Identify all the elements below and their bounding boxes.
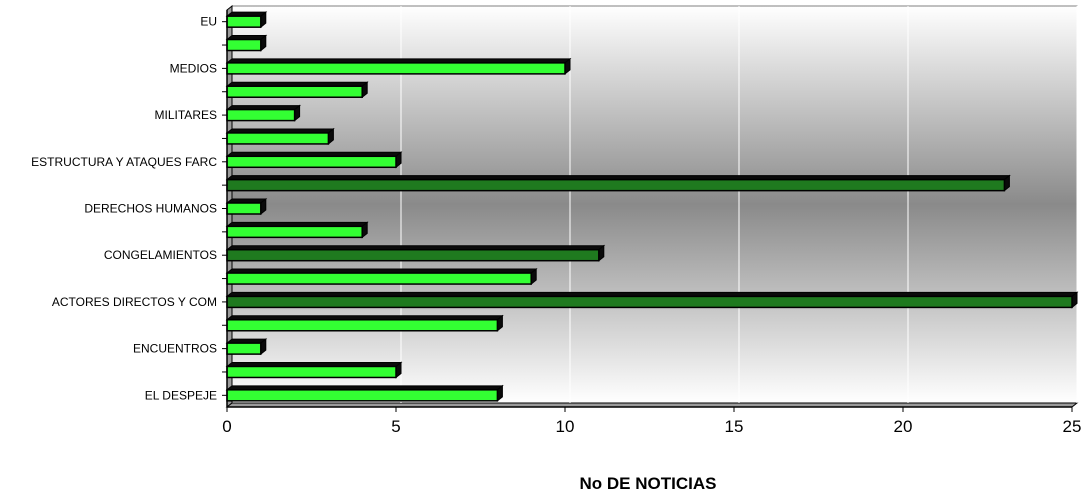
bar-front-face (226, 15, 262, 28)
category-label: ENCUENTROS (133, 342, 217, 356)
bar (225, 221, 369, 239)
category-label: CONGELAMIENTOS (104, 248, 217, 262)
x-tick-labels: 0 5 10 15 20 25 (222, 417, 1081, 436)
bar (225, 291, 1079, 309)
bar (225, 57, 572, 75)
bar-front-face (226, 155, 397, 169)
gridlines (400, 6, 1078, 403)
category-labels: EU MEDIOS MILITARES ESTRUCTURA Y ATAQUES FA… (31, 15, 217, 403)
bar-front-face (226, 108, 296, 122)
category-label: MEDIOS (170, 61, 217, 75)
bar (225, 197, 268, 216)
bar-front-face (226, 62, 566, 75)
bar (225, 151, 403, 169)
x-tick-label: 10 (556, 417, 575, 436)
bar-front-face (226, 85, 363, 98)
x-tick-label: 5 (391, 417, 400, 436)
x-axis-title: No DE NOTICIAS (580, 474, 717, 493)
bar-front-face (226, 295, 1073, 309)
bar (225, 338, 268, 356)
bar-front-face (226, 365, 397, 379)
bar-front-face (226, 319, 499, 332)
bar (225, 34, 268, 52)
x-tick-label: 0 (222, 417, 231, 436)
bar (225, 384, 504, 402)
x-tick-label: 20 (894, 417, 913, 436)
bar (225, 314, 504, 332)
axes (222, 10, 1073, 412)
bar (225, 104, 302, 122)
bar (225, 244, 606, 262)
bar (225, 11, 268, 29)
bar (225, 268, 538, 286)
bar (225, 81, 369, 99)
bar (225, 361, 403, 379)
category-label: EU (200, 15, 217, 29)
x-tick-label: 15 (725, 417, 744, 436)
category-label: ACTORES DIRECTOS Y COM (52, 295, 217, 309)
bar-front-face (226, 38, 262, 52)
bar-front-face (226, 132, 330, 145)
bar-front-face (226, 248, 600, 262)
bar (225, 127, 335, 145)
x-tick-label: 25 (1063, 417, 1082, 436)
bar-front-face (226, 272, 532, 285)
bar-front-face (226, 225, 363, 239)
bars (225, 11, 1079, 402)
category-label: DERECHOS HUMANOS (84, 202, 217, 216)
bar-front-face (226, 178, 1006, 192)
category-label: EL DESPEJE (145, 388, 217, 402)
category-label: ESTRUCTURA Y ATAQUES FARC (31, 155, 217, 169)
bar-front-face (226, 342, 262, 355)
bar-front-face (226, 389, 499, 402)
bar-front-face (226, 202, 262, 215)
category-label: MILITARES (155, 108, 217, 122)
bar (225, 174, 1011, 192)
